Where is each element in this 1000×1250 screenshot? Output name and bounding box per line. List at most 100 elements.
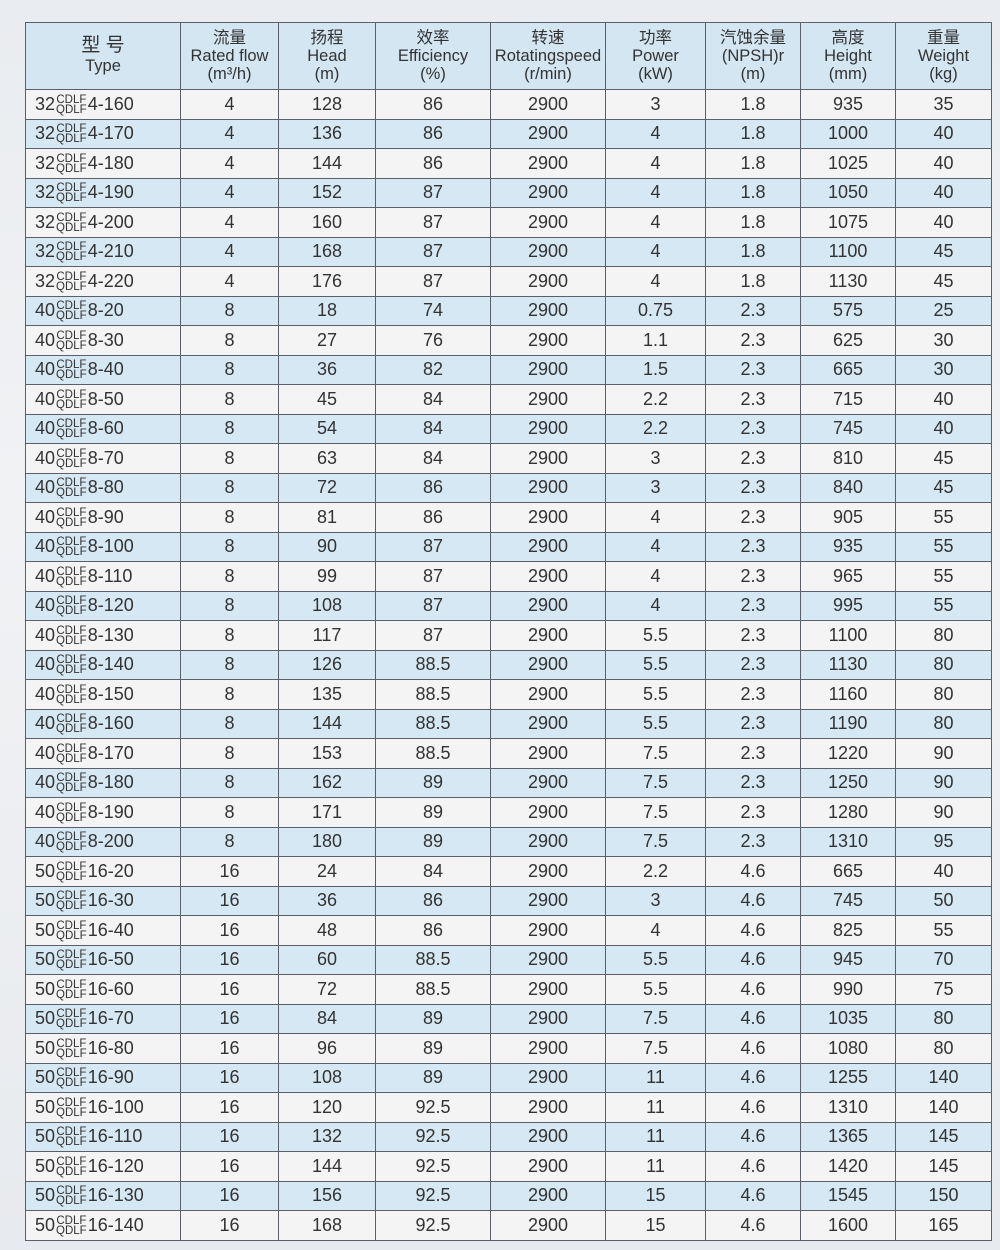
table-row: 50 CDLF QDLF 16-130 16 156 92.5 2900 15 4.6 1545 15… <box>25 1180 992 1211</box>
cell-efficiency: 86 <box>375 915 491 946</box>
header-efficiency-cn: 效率 <box>416 29 450 47</box>
cell-rotating-speed: 2900 <box>490 1092 606 1123</box>
table-row: 50 CDLF QDLF 16-50 16 60 88.5 2900 5.5 4.6 945 70 <box>25 944 992 975</box>
header-power-cn: 功率 <box>639 29 672 47</box>
cell-rotating-speed: 2900 <box>490 354 606 385</box>
cell-head: 81 <box>278 502 376 533</box>
cell-npsh: 4.6 <box>705 1062 801 1093</box>
type-size: 50 <box>35 1185 56 1206</box>
cell-weight: 80 <box>895 708 992 739</box>
cell-npsh: 4.6 <box>705 944 801 975</box>
cell-rotating-speed: 2900 <box>490 561 606 592</box>
type-model: 8-60 <box>87 418 124 439</box>
cell-weight: 80 <box>895 679 992 710</box>
cell-power: 4 <box>605 561 706 592</box>
cell-weight: 30 <box>895 325 992 356</box>
cell-type: 40 CDLF QDLF 8-160 <box>25 708 181 739</box>
type-model: 16-120 <box>87 1155 144 1176</box>
cell-npsh: 4.6 <box>705 885 801 916</box>
type-size: 40 <box>35 477 56 498</box>
series-top: CDLF <box>56 1008 87 1021</box>
series-label: CDLF QDLF <box>56 124 87 146</box>
cell-npsh: 4.6 <box>705 1033 801 1064</box>
cell-npsh: 4.6 <box>705 856 801 887</box>
table-row: 32 CDLF QDLF 4-200 4 160 87 2900 4 1.8 1075 40 <box>25 207 992 238</box>
cell-efficiency: 87 <box>375 207 491 238</box>
series-label: CDLF QDLF <box>56 920 87 942</box>
type-model: 16-90 <box>87 1067 134 1088</box>
cell-head: 144 <box>278 1151 376 1182</box>
series-top: CDLF <box>56 860 87 873</box>
table-row: 40 CDLF QDLF 8-60 8 54 84 2900 2.2 2.3 745 40 <box>25 413 992 444</box>
type-model: 8-190 <box>87 801 134 822</box>
type-model: 8-90 <box>87 506 124 527</box>
series-label: CDLF QDLF <box>56 388 87 411</box>
cell-rotating-speed: 2900 <box>490 531 606 562</box>
cell-height: 905 <box>800 502 896 533</box>
cell-rated-flow: 8 <box>180 738 279 769</box>
series-label: CDLF QDLF <box>56 1008 87 1031</box>
cell-npsh: 4.6 <box>705 1210 801 1241</box>
series-bottom: QDLF <box>56 369 87 382</box>
cell-height: 1075 <box>800 207 896 238</box>
cell-efficiency: 87 <box>375 590 491 621</box>
table-row: 32 CDLF QDLF 4-180 4 144 86 2900 4 1.8 1025 40 <box>25 148 992 179</box>
table-row: 40 CDLF QDLF 8-170 8 153 88.5 2900 7.5 2.3 1220 90 <box>25 738 992 769</box>
cell-head: 90 <box>278 531 376 562</box>
type-size: 40 <box>35 329 56 350</box>
cell-npsh: 4.6 <box>705 1151 801 1182</box>
cell-power: 4 <box>605 502 706 533</box>
cell-weight: 40 <box>895 177 992 208</box>
cell-height: 575 <box>800 295 896 326</box>
cell-head: 168 <box>278 236 376 267</box>
type-model: 8-120 <box>87 595 134 616</box>
series-label: CDLF QDLF <box>56 596 87 618</box>
series-label: CDLF QDLF <box>56 802 87 824</box>
series-bottom: QDLF <box>56 487 87 500</box>
cell-rated-flow: 4 <box>180 266 279 297</box>
cell-height: 935 <box>800 531 896 562</box>
cell-power: 4 <box>605 118 706 149</box>
cell-rated-flow: 4 <box>180 118 279 149</box>
cell-efficiency: 84 <box>375 384 491 415</box>
cell-efficiency: 84 <box>375 443 491 474</box>
cell-weight: 45 <box>895 266 992 297</box>
cell-rotating-speed: 2900 <box>490 1033 606 1064</box>
cell-height: 1050 <box>800 177 896 208</box>
cell-efficiency: 87 <box>375 177 491 208</box>
table-row: 40 CDLF QDLF 8-190 8 171 89 2900 7.5 2.3 1280 90 <box>25 797 992 828</box>
table-row: 32 CDLF QDLF 4-220 4 176 87 2900 4 1.8 1130 45 <box>25 266 992 297</box>
cell-efficiency: 89 <box>375 767 491 798</box>
cell-rotating-speed: 2900 <box>490 797 606 828</box>
cell-type: 50 CDLF QDLF 16-100 <box>25 1092 181 1123</box>
cell-head: 144 <box>278 708 376 739</box>
series-top: CDLF <box>56 388 87 401</box>
series-top: CDLF <box>56 536 87 549</box>
table-row: 50 CDLF QDLF 16-30 16 36 86 2900 3 4.6 745 50 <box>25 885 992 916</box>
type-size: 50 <box>35 1067 56 1088</box>
series-top: CDLF <box>56 1214 87 1227</box>
cell-efficiency: 92.5 <box>375 1121 491 1152</box>
table-row: 32 CDLF QDLF 4-160 4 128 86 2900 3 1.8 935 35 <box>25 89 992 120</box>
table-row: 50 CDLF QDLF 16-90 16 108 89 2900 11 4.6 1255 140 <box>25 1062 992 1093</box>
type-model: 8-150 <box>87 683 134 704</box>
cell-rated-flow: 8 <box>180 561 279 592</box>
series-bottom: QDLF <box>56 1077 87 1090</box>
series-label: CDLF QDLF <box>56 271 87 293</box>
cell-power: 5.5 <box>605 679 706 710</box>
cell-height: 840 <box>800 472 896 503</box>
cell-type: 40 CDLF QDLF 8-120 <box>25 590 181 621</box>
cell-power: 7.5 <box>605 738 706 769</box>
cell-rotating-speed: 2900 <box>490 502 606 533</box>
cell-head: 24 <box>278 856 376 887</box>
cell-type: 32 CDLF QDLF 4-160 <box>25 89 181 120</box>
cell-rated-flow: 8 <box>180 649 279 680</box>
cell-power: 4 <box>605 266 706 297</box>
cell-rotating-speed: 2900 <box>490 325 606 356</box>
cell-power: 4 <box>605 177 706 208</box>
type-model: 16-130 <box>87 1185 144 1206</box>
cell-rated-flow: 8 <box>180 708 279 739</box>
type-size: 50 <box>35 1155 56 1176</box>
series-label: CDLF QDLF <box>56 212 87 234</box>
type-size: 40 <box>35 801 56 822</box>
